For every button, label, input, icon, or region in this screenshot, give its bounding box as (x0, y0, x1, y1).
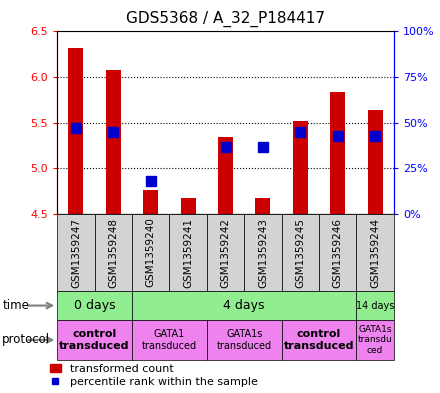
Bar (356, 214, 394, 291)
Text: protocol: protocol (2, 333, 50, 347)
Legend: transformed count, percentile rank within the sample: transformed count, percentile rank withi… (50, 364, 257, 387)
Text: GSM1359242: GSM1359242 (220, 217, 231, 288)
Text: control
transduced: control transduced (59, 329, 130, 351)
Text: control
transduced: control transduced (284, 329, 354, 351)
Text: GATA1s
transdu
ced: GATA1s transdu ced (358, 325, 392, 355)
Bar (69, 48, 84, 214)
Bar (282, 214, 319, 291)
Text: GATA1
transduced: GATA1 transduced (142, 329, 197, 351)
Text: 14 days: 14 days (356, 301, 394, 310)
Text: time: time (2, 299, 29, 312)
Bar (57, 291, 132, 320)
Bar (244, 214, 282, 291)
Text: GSM1359244: GSM1359244 (370, 217, 380, 288)
Bar (256, 198, 271, 214)
Bar (95, 214, 132, 291)
Text: GATA1s
transduced: GATA1s transduced (216, 329, 272, 351)
Text: GSM1359245: GSM1359245 (295, 217, 305, 288)
Bar (132, 291, 356, 320)
Bar (207, 320, 282, 360)
Text: GSM1359247: GSM1359247 (71, 217, 81, 288)
Bar (330, 92, 345, 214)
Text: GSM1359246: GSM1359246 (333, 217, 343, 288)
Bar (143, 191, 158, 214)
Bar (57, 320, 132, 360)
Title: GDS5368 / A_32_P184417: GDS5368 / A_32_P184417 (126, 11, 325, 27)
Bar (356, 320, 394, 360)
Bar (106, 70, 121, 214)
Text: 4 days: 4 days (224, 299, 265, 312)
Bar (293, 121, 308, 214)
Bar (218, 136, 233, 214)
Bar (57, 214, 95, 291)
Bar (207, 214, 244, 291)
Bar (368, 110, 383, 214)
Bar (356, 291, 394, 320)
Text: GSM1359241: GSM1359241 (183, 217, 193, 288)
Text: GSM1359248: GSM1359248 (108, 217, 118, 288)
Bar (132, 214, 169, 291)
Bar (132, 320, 207, 360)
Text: GSM1359240: GSM1359240 (146, 218, 156, 287)
Bar (181, 198, 196, 214)
Bar (319, 214, 356, 291)
Bar (282, 320, 356, 360)
Text: 0 days: 0 days (74, 299, 115, 312)
Bar (169, 214, 207, 291)
Text: GSM1359243: GSM1359243 (258, 217, 268, 288)
